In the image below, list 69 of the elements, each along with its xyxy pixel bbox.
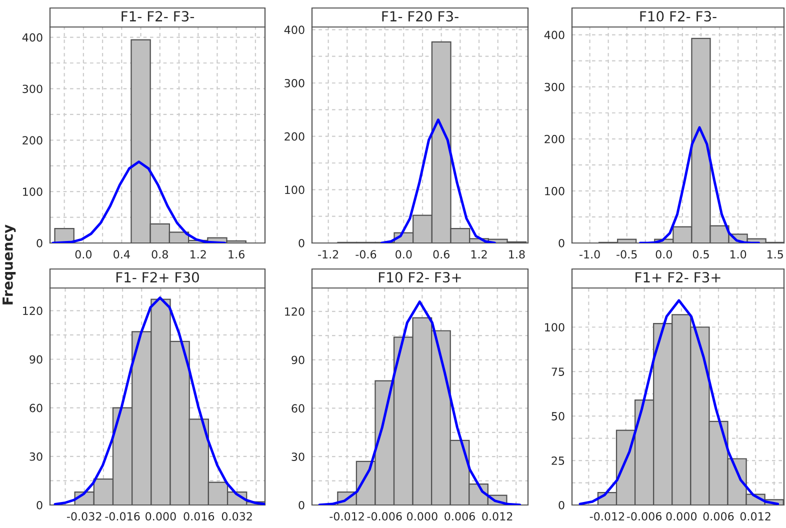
- x-tick-label: -0.032: [66, 512, 102, 521]
- y-tick-label: 75: [552, 368, 564, 376]
- x-tick-label: 1.5: [767, 250, 783, 259]
- y-tick-label: 200: [544, 134, 564, 144]
- y-tick-label: 400: [544, 30, 564, 40]
- x-tick-label: 0.6: [433, 250, 450, 259]
- x-tick-label: 0.4: [114, 250, 130, 259]
- y-tick-label: 0: [36, 500, 42, 510]
- y-tick-label: 60: [30, 404, 42, 412]
- y-tick-label: 400: [22, 33, 42, 42]
- y-tick-label: 90: [30, 355, 42, 364]
- x-tick-label: 1.6: [228, 250, 244, 259]
- x-tick-label: -0.5: [616, 250, 637, 259]
- x-tick-label: -0.012: [330, 512, 364, 521]
- x-tick-label: 0.032: [222, 512, 252, 521]
- y-tick-label: 90: [292, 356, 304, 364]
- x-tick-label: -1.0: [579, 250, 600, 259]
- y-tick-label: 300: [284, 78, 304, 88]
- x-tick-label: 0.000: [666, 512, 697, 521]
- x-tick-label: -0.006: [367, 512, 402, 521]
- y-axis-title: Frequency: [2, 224, 16, 304]
- x-tick-label: 0.5: [692, 250, 709, 259]
- x-tick-label: 0.016: [184, 512, 214, 521]
- y-tick-label: 400: [284, 26, 304, 34]
- chart-title: F1+ F2- F3+: [636, 272, 720, 283]
- y-tick-label: 100: [23, 188, 42, 196]
- y-tick-label: 100: [285, 186, 304, 194]
- x-tick-label: 0.000: [407, 512, 438, 521]
- y-tick-label: 0: [558, 500, 564, 510]
- y-tick-label: 200: [22, 136, 42, 145]
- x-tick-label: 0.012: [740, 512, 770, 521]
- y-tick-label: 50: [552, 412, 564, 420]
- y-tick-label: 60: [292, 404, 304, 413]
- y-tick-label: 0: [36, 238, 42, 248]
- y-tick-label: 0: [298, 238, 304, 248]
- x-tick-label: -0.006: [626, 512, 662, 521]
- chart-title: F1- F2+ F30: [116, 272, 199, 283]
- y-tick-label: 30: [30, 452, 42, 461]
- x-tick-label: 0.012: [482, 512, 512, 521]
- x-tick-label: -1.2: [318, 250, 338, 258]
- x-tick-label: -0.016: [105, 512, 140, 521]
- x-tick-label: 0.0: [396, 250, 412, 259]
- y-tick-label: 30: [292, 452, 304, 461]
- chart-title: F1- F20 F3-: [382, 11, 458, 22]
- x-tick-label: 0.8: [152, 250, 168, 259]
- y-tick-label: 25: [552, 456, 564, 465]
- chart-title: F10 F2- F3-: [640, 11, 716, 22]
- y-tick-label: 200: [284, 132, 304, 141]
- y-tick-label: 120: [285, 307, 304, 316]
- y-tick-label: 0: [558, 238, 564, 248]
- x-tick-label: 1.2: [190, 250, 206, 258]
- x-tick-label: 1.0: [730, 250, 746, 259]
- chart-title: F1- F2- F3-: [122, 11, 194, 22]
- y-tick-label: 300: [22, 84, 42, 94]
- x-tick-label: -0.012: [590, 512, 624, 521]
- y-tick-label: 0: [298, 500, 304, 510]
- x-tick-label: 0.006: [703, 512, 734, 521]
- y-tick-label: 100: [545, 186, 564, 196]
- y-tick-label: 100: [545, 323, 564, 332]
- x-tick-label: 0.0: [75, 250, 92, 259]
- x-tick-label: 0.0: [656, 250, 672, 259]
- x-tick-label: -0.6: [356, 250, 376, 259]
- x-tick-label: 1.8: [509, 250, 525, 259]
- chart-title: F10 F2- F3+: [378, 272, 461, 283]
- y-tick-label: 120: [23, 306, 42, 316]
- x-tick-label: 0.000: [146, 512, 176, 521]
- x-tick-label: 0.006: [444, 512, 475, 521]
- y-tick-label: 300: [544, 82, 564, 92]
- x-tick-label: 1.2: [471, 250, 487, 258]
